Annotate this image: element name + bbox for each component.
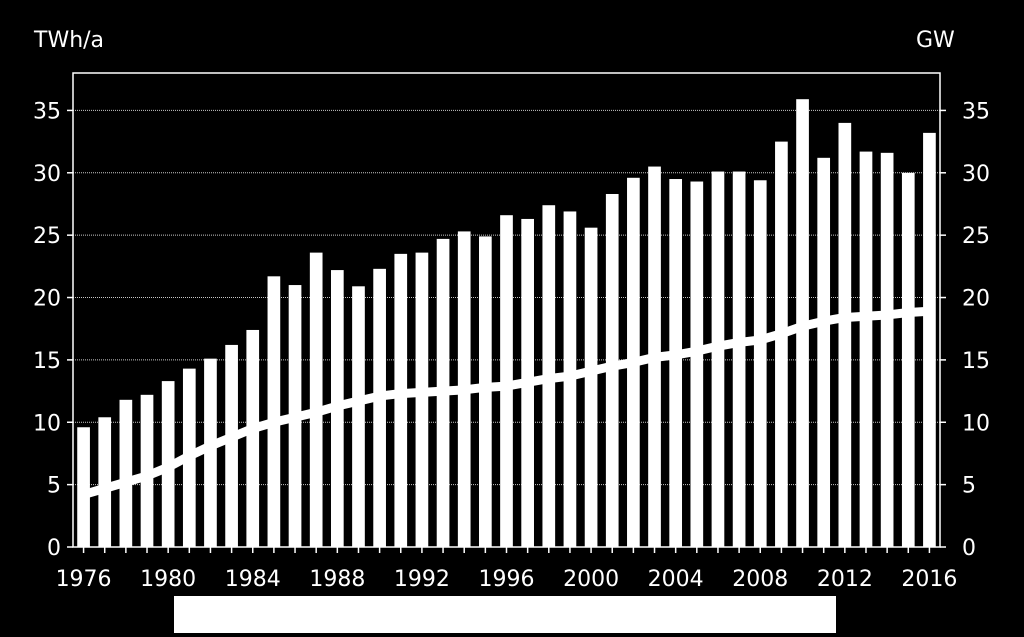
bar (500, 215, 513, 547)
x-tick-label: 1988 (309, 567, 365, 592)
bar (690, 181, 704, 547)
left-axis-unit-label: TWh/a (34, 28, 105, 53)
left-y-tick-label: 35 (33, 99, 61, 124)
right-y-tick-label: 10 (962, 411, 990, 436)
bar (373, 268, 386, 547)
capacity-line (79, 306, 934, 500)
bar (204, 358, 217, 547)
bar (309, 252, 323, 548)
bar (584, 227, 598, 547)
bar (732, 171, 746, 547)
left-y-tick-label: 10 (33, 411, 61, 436)
x-tick-label: 1992 (394, 567, 450, 592)
bar (119, 399, 133, 547)
x-tick-label: 2008 (732, 567, 788, 592)
bar (98, 417, 112, 547)
bar (267, 276, 281, 547)
left-y-tick-label: 30 (33, 162, 61, 187)
x-tick-label: 2004 (648, 567, 704, 592)
x-tick-label: 1980 (140, 567, 196, 592)
bar (394, 253, 408, 548)
bar (140, 394, 154, 547)
left-y-tick-label: 0 (47, 536, 61, 561)
bar (225, 344, 238, 547)
left-y-tick-label: 20 (33, 287, 61, 312)
left-y-tick-label: 25 (33, 224, 61, 249)
bar (711, 171, 725, 547)
bar (246, 329, 260, 547)
x-tick-label: 2016 (901, 567, 957, 592)
bar (775, 141, 788, 547)
right-axis-unit-label: GW (916, 28, 955, 53)
bar (669, 179, 683, 548)
right-y-tick-label: 5 (962, 474, 976, 499)
bar (923, 132, 936, 547)
bar (753, 180, 767, 547)
right-y-tick-label: 0 (962, 536, 976, 561)
right-y-tick-label: 20 (962, 287, 990, 312)
x-tick-label: 1976 (56, 567, 112, 592)
x-tick-label: 1996 (479, 567, 535, 592)
caption-bar (174, 596, 836, 633)
x-tick-label: 1984 (225, 567, 281, 592)
bar (77, 427, 90, 547)
x-tick-label: 2000 (563, 567, 619, 592)
left-y-tick-label: 15 (33, 349, 61, 374)
right-y-tick-label: 35 (962, 99, 990, 124)
bar (880, 152, 894, 547)
bar (859, 151, 873, 547)
bar (415, 252, 429, 548)
bar (901, 172, 915, 547)
right-y-tick-label: 25 (962, 224, 990, 249)
right-y-tick-label: 15 (962, 349, 990, 374)
x-tick-label: 2012 (817, 567, 873, 592)
right-y-tick-label: 30 (962, 162, 990, 187)
bar (817, 157, 831, 548)
bar (838, 122, 852, 547)
bar (352, 286, 365, 547)
left-y-tick-label: 5 (47, 474, 61, 499)
